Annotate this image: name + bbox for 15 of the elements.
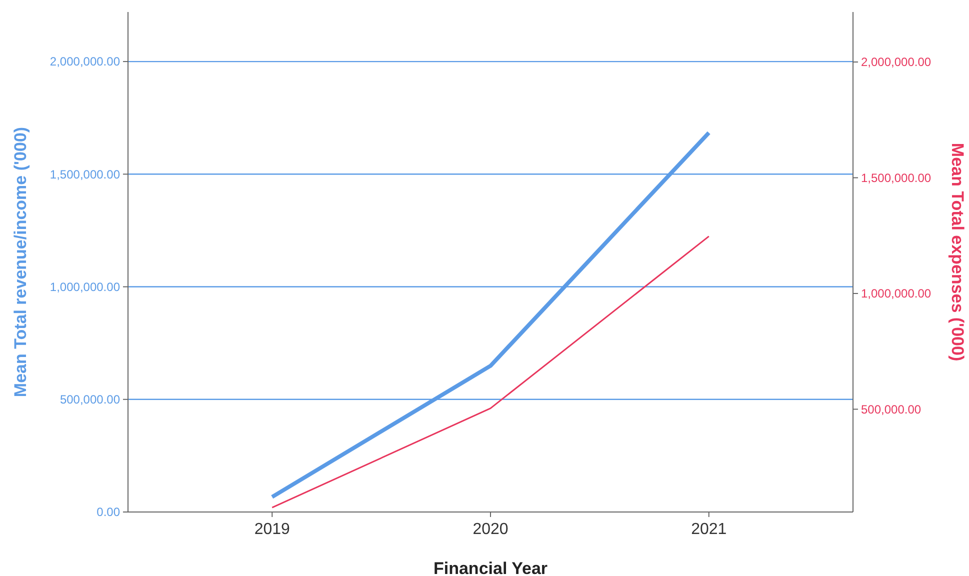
y-tick-label: 2,000,000.00 (50, 54, 120, 69)
y-tick-label: 0.00 (96, 505, 120, 520)
x-tick-label: 2020 (472, 521, 508, 538)
y-axis-title: Mean Total revenue/income ('000) (11, 126, 30, 398)
y2-tick-label: 2,000,000.00 (861, 55, 932, 70)
y2-tick-label: 500,000.00 (861, 402, 922, 416)
x-tick-label: 2021 (691, 521, 727, 538)
x-axis-title: Financial Year (433, 559, 548, 576)
y2-axis-title: Mean Total expenses ('000) (948, 142, 967, 362)
y2-tick-label: 1,000,000.00 (861, 286, 932, 301)
x-tick-label: 2019 (254, 521, 290, 538)
y-tick-label: 1,000,000.00 (50, 280, 120, 294)
y-tick-label: 500,000.00 (60, 392, 120, 407)
y2-tick-label: 1,500,000.00 (861, 170, 932, 185)
y-tick-label: 1,500,000.00 (50, 167, 120, 182)
